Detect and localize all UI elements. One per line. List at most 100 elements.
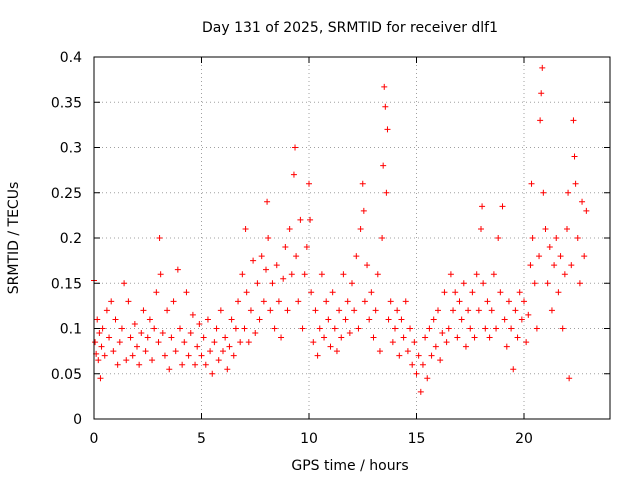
data-point xyxy=(570,117,577,124)
data-point xyxy=(413,370,420,377)
data-point xyxy=(161,352,168,359)
data-point xyxy=(548,307,555,314)
data-point xyxy=(265,235,272,241)
data-point xyxy=(239,271,246,278)
data-point xyxy=(168,334,175,341)
data-point xyxy=(269,280,276,287)
data-point xyxy=(422,334,429,341)
data-point xyxy=(380,162,387,169)
data-point xyxy=(561,271,568,278)
data-point xyxy=(299,325,306,332)
data-point xyxy=(142,348,149,355)
data-point xyxy=(368,289,375,296)
data-point xyxy=(288,271,295,278)
data-point xyxy=(103,307,110,314)
data-point xyxy=(301,271,308,278)
data-point xyxy=(187,330,194,337)
data-point xyxy=(325,316,332,323)
data-point xyxy=(316,325,323,332)
data-point xyxy=(523,339,530,346)
data-point xyxy=(250,257,257,264)
data-point xyxy=(450,307,457,314)
data-point xyxy=(478,225,484,232)
data-point xyxy=(452,289,459,296)
data-point xyxy=(551,262,558,269)
data-point xyxy=(198,352,205,359)
data-point xyxy=(278,334,285,341)
data-point xyxy=(460,280,467,287)
data-point xyxy=(280,275,287,282)
data-point xyxy=(202,361,209,368)
data-point xyxy=(258,253,265,260)
y-tick-label: 0.05 xyxy=(51,367,82,383)
data-point xyxy=(539,64,546,71)
data-point xyxy=(475,307,482,314)
data-point xyxy=(396,352,403,359)
data-point xyxy=(428,352,435,359)
data-point xyxy=(512,307,519,314)
data-point xyxy=(271,325,278,332)
data-point xyxy=(290,171,297,178)
data-point xyxy=(537,117,544,124)
data-point xyxy=(108,298,115,305)
data-point xyxy=(200,334,207,341)
data-point xyxy=(121,280,128,287)
data-point xyxy=(471,334,478,341)
data-point xyxy=(243,289,250,296)
data-point xyxy=(327,343,334,350)
data-point xyxy=(372,307,379,314)
data-point xyxy=(499,203,506,210)
data-point xyxy=(370,334,377,341)
data-point xyxy=(553,235,560,241)
data-point xyxy=(518,316,525,323)
data-point xyxy=(181,339,188,346)
data-point xyxy=(318,271,325,278)
data-point xyxy=(211,339,218,346)
data-point xyxy=(486,334,493,341)
data-point xyxy=(260,298,267,305)
data-point xyxy=(189,311,196,318)
data-point xyxy=(164,307,171,314)
data-point xyxy=(361,298,368,305)
data-point xyxy=(284,307,291,314)
data-point xyxy=(235,298,242,305)
data-point xyxy=(381,83,388,90)
data-point xyxy=(306,180,312,187)
grid-lines xyxy=(94,57,610,419)
data-point xyxy=(404,348,411,355)
data-point xyxy=(497,289,504,296)
data-point xyxy=(379,235,386,241)
data-point xyxy=(439,330,446,337)
y-tick-label: 0 xyxy=(73,412,82,428)
x-tick-label: 20 xyxy=(515,431,533,447)
data-point xyxy=(430,316,437,323)
data-point xyxy=(458,316,465,323)
data-point xyxy=(437,357,444,364)
data-point xyxy=(286,225,293,232)
data-point xyxy=(242,225,249,232)
data-point xyxy=(409,361,416,368)
data-point xyxy=(95,357,102,364)
data-point xyxy=(170,298,177,305)
data-point xyxy=(443,339,450,346)
data-point xyxy=(183,289,190,296)
data-point xyxy=(172,348,179,355)
data-point xyxy=(321,334,328,341)
y-tick-label: 0.25 xyxy=(51,186,82,202)
data-point xyxy=(220,348,226,355)
data-point xyxy=(237,339,244,346)
data-point xyxy=(349,280,355,287)
data-point xyxy=(136,361,143,368)
data-point xyxy=(256,316,263,323)
data-point xyxy=(382,103,389,110)
data-point xyxy=(224,366,231,373)
data-point xyxy=(282,244,289,251)
data-point xyxy=(392,325,398,332)
data-point xyxy=(146,316,153,323)
data-point xyxy=(134,343,140,350)
data-point xyxy=(344,298,351,305)
data-point xyxy=(151,325,158,332)
data-point xyxy=(179,361,186,368)
data-point xyxy=(521,298,527,305)
